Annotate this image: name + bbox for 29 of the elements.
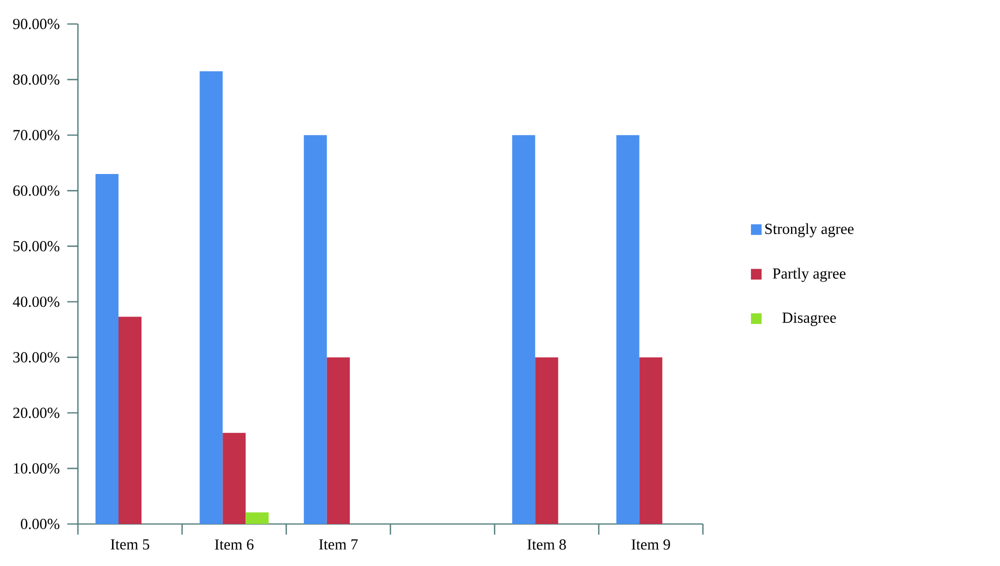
y-tick-label: 50.00% [14, 241, 60, 252]
y-tick-label: 80.00% [13, 74, 60, 85]
y-tick-label: 70.00% [14, 130, 60, 140]
legend-label: Strongly agree [765, 223, 854, 238]
bar [512, 135, 536, 524]
legend-label: Partly agree [772, 268, 846, 282]
y-tick-label: 0.00% [20, 518, 60, 530]
bar [326, 357, 350, 524]
y-tick-label: 90.00% [13, 18, 60, 30]
x-tick-label: Item 6 [214, 539, 254, 550]
y-tick-label: 40.00% [12, 296, 60, 307]
bar [96, 174, 119, 524]
bar [304, 135, 327, 524]
y-tick-label: 30.00% [13, 352, 60, 363]
bar [118, 316, 142, 524]
x-tick-label: Item 9 [632, 539, 670, 550]
x-tick-label: Item 7 [319, 539, 358, 550]
x-tick-label: Item 5 [110, 539, 150, 550]
bar [246, 512, 269, 524]
bar [222, 432, 246, 524]
y-tick-label: 20.00% [13, 408, 60, 418]
bar [535, 357, 558, 524]
bar [639, 357, 662, 524]
bar [616, 135, 640, 524]
y-tick-label: 60.00% [13, 185, 60, 196]
y-tick-label: 10.00% [14, 463, 60, 474]
legend-label: Disagree [782, 312, 836, 326]
bar [200, 71, 223, 524]
x-tick-label: Item 8 [527, 539, 566, 550]
